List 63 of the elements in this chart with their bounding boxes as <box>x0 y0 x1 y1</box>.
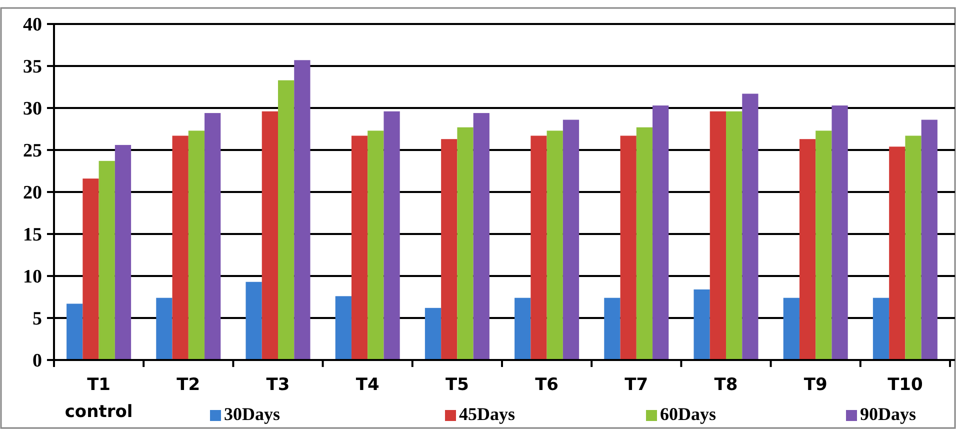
bar <box>872 298 890 360</box>
legend-label: 60Days <box>660 404 716 424</box>
bar <box>604 298 620 360</box>
bar <box>562 120 580 360</box>
bar <box>652 105 669 360</box>
x-tick-label: T6 <box>535 375 559 395</box>
bar <box>457 127 474 360</box>
x-tick-label: T4 <box>356 375 380 395</box>
bar <box>783 298 800 360</box>
bar <box>204 113 221 360</box>
y-tick-label: 15 <box>23 224 42 246</box>
bar <box>294 60 310 360</box>
legend-label: 30Days <box>224 404 280 424</box>
bar <box>114 144 132 360</box>
y-tick-label: 25 <box>23 140 42 162</box>
bar <box>799 139 816 360</box>
bar <box>726 111 742 360</box>
bar <box>262 111 278 360</box>
bar <box>905 136 922 360</box>
bar <box>384 111 400 360</box>
bar <box>156 298 172 360</box>
bar <box>441 139 458 360</box>
x-tick-label: T8 <box>714 375 738 395</box>
bar <box>832 105 848 360</box>
bar <box>473 113 490 360</box>
bar <box>816 130 832 360</box>
bar <box>889 146 906 360</box>
bar <box>246 282 262 360</box>
bar <box>335 296 352 360</box>
x-tick-label: T9 <box>804 375 828 395</box>
legend-label: 90Days <box>860 404 916 424</box>
bar <box>82 178 99 360</box>
bar <box>351 136 368 360</box>
bar <box>278 80 294 360</box>
bar <box>710 111 726 360</box>
legend-label: 45Days <box>459 404 516 424</box>
bar <box>172 136 188 360</box>
y-tick-label: 5 <box>32 308 42 330</box>
y-tick-label: 35 <box>23 56 42 78</box>
x-tick-label: T5 <box>445 375 469 395</box>
y-tick-label: 0 <box>32 350 42 372</box>
bar <box>66 304 83 360</box>
y-tick-label: 40 <box>23 14 42 36</box>
bar <box>424 308 442 360</box>
bar <box>530 136 547 360</box>
bar <box>546 130 563 360</box>
y-tick-label: 20 <box>23 182 42 204</box>
x-tick-label: T10 <box>888 375 923 395</box>
bar <box>620 136 636 360</box>
bar <box>921 120 938 360</box>
bar <box>694 289 710 360</box>
x-tick-label: T3 <box>266 375 290 395</box>
bar <box>636 127 653 360</box>
bar <box>188 130 205 360</box>
bar <box>368 130 384 360</box>
x-tick-label: T1 control <box>64 375 133 422</box>
x-tick-label: T2 <box>176 375 200 395</box>
y-tick-label: 30 <box>23 98 42 120</box>
bar <box>514 298 531 360</box>
x-tick-label: T7 <box>624 375 648 395</box>
bar <box>742 94 758 360</box>
bar <box>98 160 115 360</box>
y-tick-label: 10 <box>23 266 42 288</box>
